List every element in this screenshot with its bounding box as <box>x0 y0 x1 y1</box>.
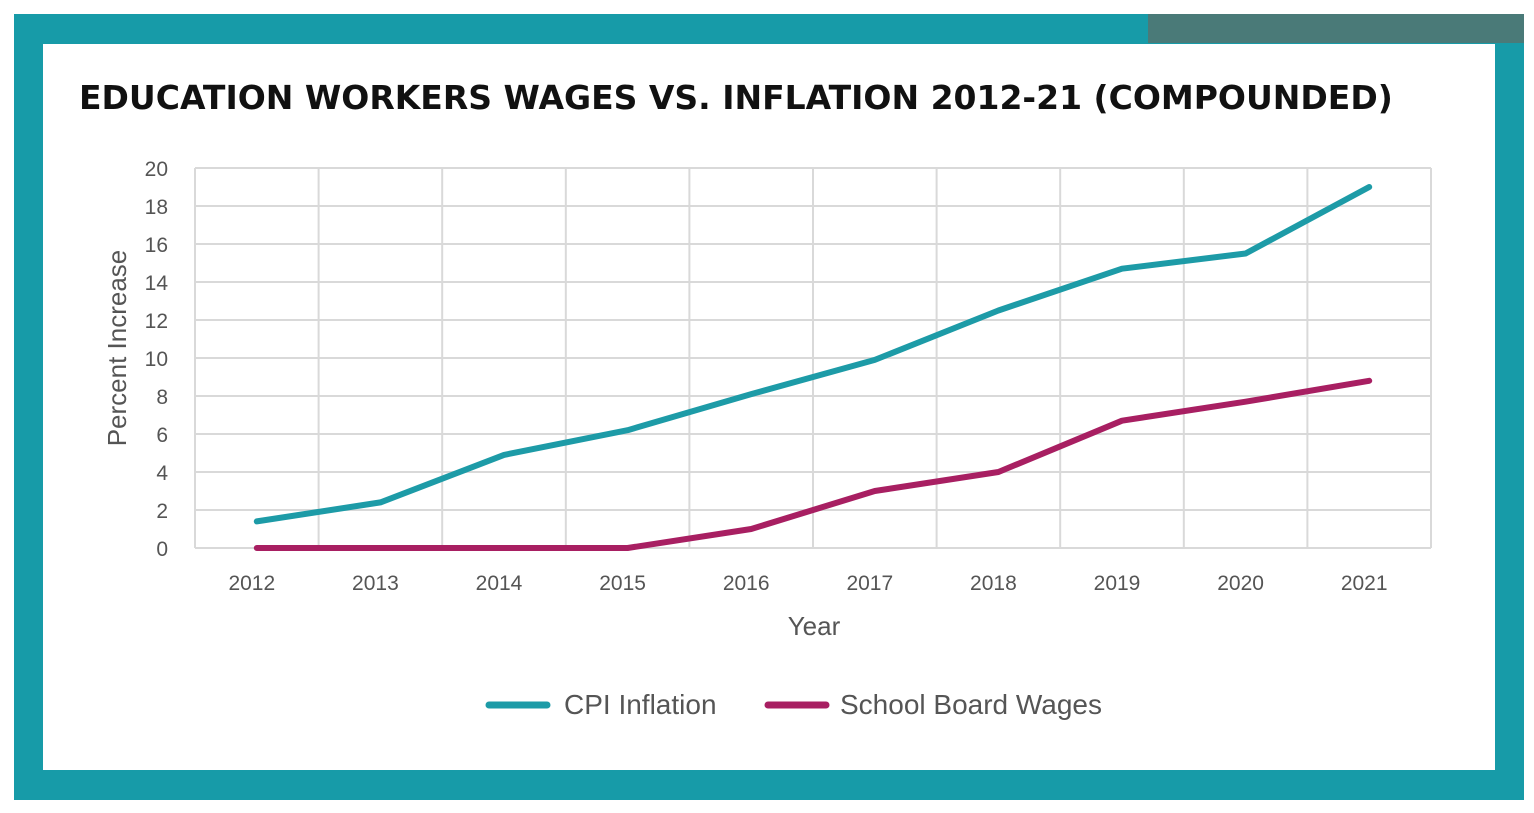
x-tick-label: 2016 <box>723 572 770 595</box>
legend-label-cpi-inflation: CPI Inflation <box>564 689 717 720</box>
y-axis-title: Percent Increase <box>102 250 132 447</box>
y-tick-label: 4 <box>156 462 168 485</box>
x-tick-label: 2018 <box>970 572 1017 595</box>
x-axis-ticks: 2012 2013 2014 2015 2016 2017 2018 2019 2020 2021 <box>228 572 1387 595</box>
y-tick-label: 14 <box>145 272 169 295</box>
y-tick-label: 6 <box>156 424 168 447</box>
x-tick-label: 2012 <box>228 572 275 595</box>
y-tick-label: 0 <box>156 538 168 561</box>
chart-title: EDUCATION WORKERS WAGES VS. INFLATION 20… <box>79 78 1393 117</box>
x-tick-label: 2014 <box>476 572 523 595</box>
y-tick-label: 2 <box>156 500 168 523</box>
y-tick-label: 20 <box>145 158 168 181</box>
y-tick-label: 18 <box>145 196 168 219</box>
y-tick-label: 8 <box>156 386 168 409</box>
x-tick-label: 2021 <box>1341 572 1388 595</box>
x-tick-label: 2017 <box>846 572 893 595</box>
x-tick-label: 2015 <box>599 572 646 595</box>
x-tick-label: 2020 <box>1217 572 1264 595</box>
y-tick-label: 16 <box>145 234 168 257</box>
x-tick-label: 2013 <box>352 572 399 595</box>
accent-bar <box>1148 14 1524 43</box>
chart-panel <box>43 44 1495 770</box>
y-axis-ticks: 0 2 4 6 8 10 12 14 16 18 20 <box>145 158 169 561</box>
series-line-cpi-inflation <box>253 184 1373 525</box>
series-lines <box>253 184 1373 551</box>
legend-label-school-board-wages: School Board Wages <box>840 689 1102 720</box>
y-tick-label: 10 <box>145 348 168 371</box>
legend: CPI Inflation School Board Wages <box>485 689 1102 720</box>
x-tick-label: 2019 <box>1094 572 1141 595</box>
chart-grid <box>194 167 1432 549</box>
x-axis-title: Year <box>788 611 841 641</box>
y-tick-label: 12 <box>145 310 168 333</box>
series-line-school-board-wages <box>253 377 1373 551</box>
